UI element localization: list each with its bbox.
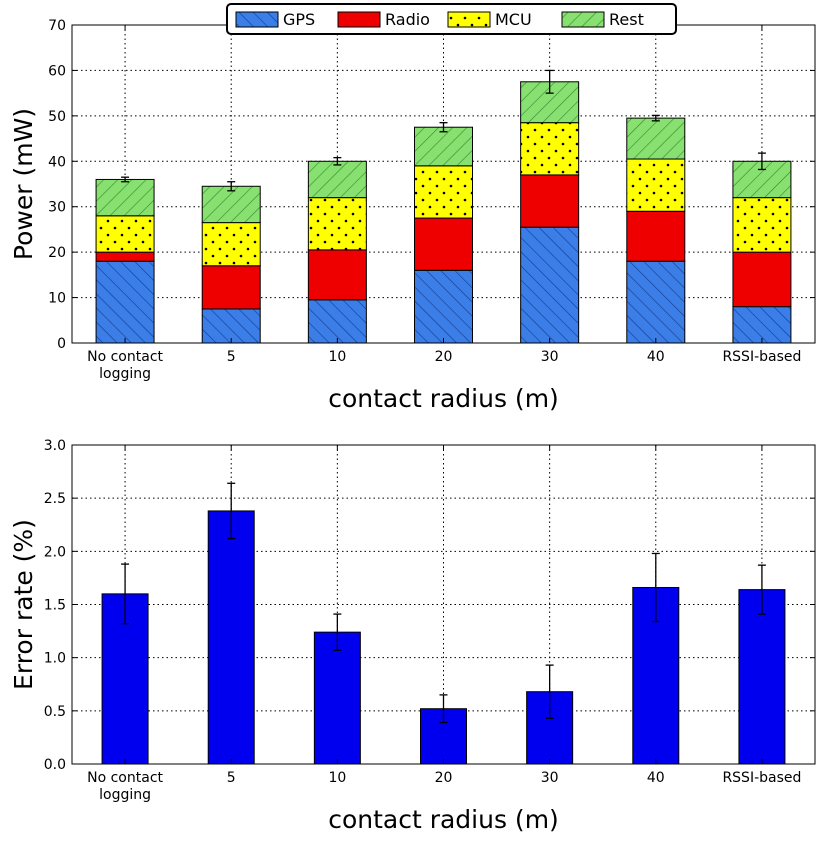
bar-segment-gps (307, 299, 367, 344)
bar-segment-mcu (95, 215, 155, 253)
bar-segment-gps (201, 308, 261, 344)
x-tick-label: RSSI-based (722, 349, 801, 365)
x-tick-label-line: 20 (435, 770, 453, 786)
x-tick-label-line: 5 (227, 349, 236, 365)
x-tick-label: 10 (328, 770, 346, 786)
bar-segment-gps (732, 306, 792, 344)
y-tick-label: 2.5 (44, 491, 66, 507)
y-axis-label: Error rate (%) (9, 519, 38, 690)
x-tick-label-line: 10 (328, 349, 346, 365)
x-tick-label: No contact logging (87, 770, 163, 803)
x-tick-label-line: 40 (647, 770, 665, 786)
x-tick-label-line: 30 (541, 770, 559, 786)
bar-segment-gps (95, 260, 155, 344)
legend-label-rest: Rest (609, 10, 644, 29)
x-tick-label: No contact logging (87, 349, 163, 382)
x-tick-label-line: 40 (647, 349, 665, 365)
y-tick-label: 1.5 (44, 598, 66, 614)
y-tick-label: 3.0 (44, 438, 66, 454)
x-tick-label-line: 20 (435, 349, 453, 365)
y-tick-label: 30 (48, 200, 66, 216)
legend-label-mcu: MCU (495, 10, 532, 29)
x-tick-label: 5 (227, 349, 236, 365)
x-axis-label: contact radius (m) (328, 805, 559, 834)
bar-segment-mcu (414, 165, 473, 219)
y-tick-label: 60 (48, 63, 66, 79)
legend-swatch-rest (561, 11, 605, 28)
y-tick-label: 10 (48, 291, 66, 307)
error-rate-bar (738, 589, 786, 765)
bar-segment-rest (95, 178, 155, 217)
bar-segment-rest (201, 185, 261, 224)
bar-segment-gps (414, 269, 473, 344)
y-axis-label: Power (mW) (9, 108, 38, 260)
x-tick-label-line: logging (99, 787, 151, 803)
bar-segment-radio (732, 251, 792, 308)
bar-segment-radio (520, 174, 580, 228)
bar-segment-radio (307, 249, 367, 301)
y-tick-label: 20 (48, 245, 66, 261)
bar-segment-radio (626, 210, 686, 262)
x-tick-label: 40 (647, 770, 665, 786)
x-tick-label: 30 (541, 349, 559, 365)
legend-swatch-mcu (447, 11, 491, 28)
x-tick-label: 5 (227, 770, 236, 786)
x-tick-label: 20 (435, 349, 453, 365)
x-tick-label: RSSI-based (722, 770, 801, 786)
x-tick-label: 10 (328, 349, 346, 365)
y-tick-label: 40 (48, 154, 66, 170)
bar-segment-mcu (626, 158, 686, 212)
bar-segment-mcu (201, 222, 261, 267)
error-rate-bar (313, 631, 361, 765)
bar-segment-rest (307, 160, 367, 199)
bar-segment-gps (626, 260, 686, 344)
y-tick-label: 0.0 (44, 757, 66, 773)
bar-segment-rest (414, 126, 473, 167)
bar-segment-mcu (307, 197, 367, 251)
bar-segment-radio (414, 217, 473, 271)
bar-segment-radio (95, 251, 155, 262)
bar-segment-mcu (732, 197, 792, 253)
x-tick-label-line: No contact (87, 770, 163, 786)
bar-segment-radio (201, 265, 261, 310)
bar-segment-gps (520, 226, 580, 344)
legend-label-radio: Radio (385, 10, 430, 29)
y-tick-label: 1.0 (44, 651, 66, 667)
x-tick-label-line: logging (99, 366, 151, 382)
y-tick-label: 0.5 (44, 704, 66, 720)
y-tick-label: 50 (48, 109, 66, 125)
legend: GPS Radio MCU Rest (226, 3, 677, 35)
x-tick-label-line: RSSI-based (722, 349, 801, 365)
legend-label-gps: GPS (283, 10, 315, 29)
legend-swatch-gps (235, 11, 279, 28)
x-tick-label: 30 (541, 770, 559, 786)
error-rate-bar (207, 510, 255, 765)
y-tick-label: 70 (48, 18, 66, 34)
x-tick-label: 40 (647, 349, 665, 365)
x-tick-label-line: No contact (87, 349, 163, 365)
bar-segment-mcu (520, 122, 580, 176)
error-rate-chart: 0.0 0.5 1.0 1.5 2.0 2.5 3.0 No contact logging 5 1… (9, 438, 816, 834)
x-tick-label-line: 30 (541, 349, 559, 365)
y-tick-label: 0 (57, 336, 66, 352)
x-tick-label-line: RSSI-based (722, 770, 801, 786)
x-tick-label: 20 (435, 770, 453, 786)
power-chart: 0 10 20 30 40 50 60 70 No contact logging 5 10 20 30 4… (9, 3, 816, 413)
x-tick-label-line: 5 (227, 770, 236, 786)
y-tick-label: 2.0 (44, 544, 66, 560)
legend-swatch-radio (337, 11, 381, 28)
x-axis-label: contact radius (m) (328, 384, 559, 413)
x-tick-label-line: 10 (328, 770, 346, 786)
bar-segment-rest (626, 117, 686, 160)
